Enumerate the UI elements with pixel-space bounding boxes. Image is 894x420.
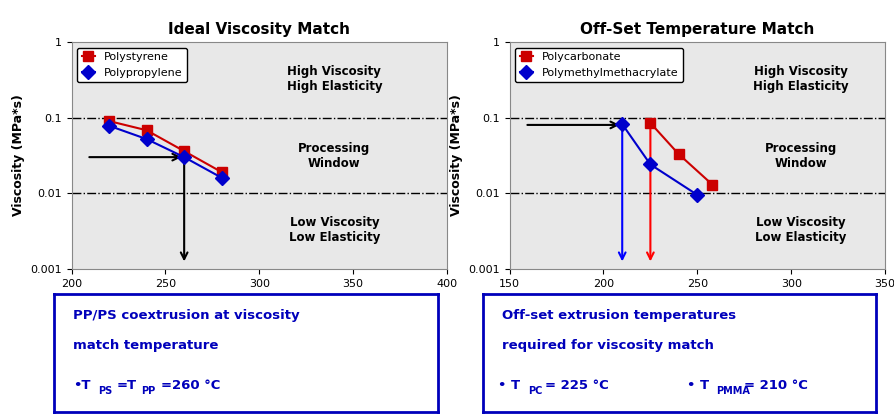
- Text: =T: =T: [117, 379, 137, 392]
- Polypropylene: [216, 175, 227, 180]
- Text: PP: PP: [141, 386, 156, 396]
- Text: Processing
Window: Processing Window: [299, 142, 370, 170]
- Polypropylene: [104, 123, 114, 128]
- Text: Processing
Window: Processing Window: [764, 142, 837, 170]
- Text: = 225 °C: = 225 °C: [545, 379, 609, 392]
- Text: =260 °C: =260 °C: [161, 379, 220, 392]
- Polystyrene: [216, 170, 227, 175]
- Legend: Polycarbonate, Polymethylmethacrylate: Polycarbonate, Polymethylmethacrylate: [515, 47, 683, 82]
- Polycarbonate: [645, 121, 655, 126]
- Legend: Polystyrene, Polypropylene: Polystyrene, Polypropylene: [77, 47, 187, 82]
- Polymethylmethacrylate: [617, 122, 628, 127]
- Y-axis label: Viscosity (MPa*s): Viscosity (MPa*s): [12, 94, 25, 216]
- Polystyrene: [179, 149, 190, 154]
- X-axis label: Temperature (C): Temperature (C): [202, 294, 316, 307]
- Polymethylmethacrylate: [645, 162, 655, 167]
- Text: PC: PC: [528, 386, 543, 396]
- Polycarbonate: [673, 152, 684, 157]
- Text: Off-set extrusion temperatures: Off-set extrusion temperatures: [502, 309, 737, 322]
- Title: Off-Set Temperature Match: Off-Set Temperature Match: [580, 22, 814, 37]
- Text: required for viscosity match: required for viscosity match: [502, 339, 714, 352]
- Text: • T: • T: [687, 379, 710, 392]
- Text: = 210 °C: = 210 °C: [745, 379, 808, 392]
- Text: Low Viscosity
Low Elasticity: Low Viscosity Low Elasticity: [289, 215, 380, 244]
- Text: High Viscosity
High Elasticity: High Viscosity High Elasticity: [753, 66, 848, 93]
- Polypropylene: [179, 155, 190, 160]
- Polypropylene: [141, 136, 152, 142]
- Line: Polymethylmethacrylate: Polymethylmethacrylate: [618, 119, 702, 200]
- X-axis label: Temperature (C): Temperature (C): [640, 294, 755, 307]
- Polystyrene: [141, 128, 152, 133]
- Line: Polystyrene: Polystyrene: [105, 116, 226, 177]
- Text: match temperature: match temperature: [73, 339, 218, 352]
- Line: Polycarbonate: Polycarbonate: [645, 118, 717, 189]
- Polycarbonate: [707, 182, 718, 187]
- Line: Polypropylene: Polypropylene: [105, 121, 226, 183]
- Text: Low Viscosity
Low Elasticity: Low Viscosity Low Elasticity: [755, 215, 847, 244]
- Y-axis label: Viscosity (MPa*s): Viscosity (MPa*s): [450, 94, 463, 216]
- Text: High Viscosity
High Elasticity: High Viscosity High Elasticity: [287, 66, 382, 93]
- Text: PP/PS coextrusion at viscosity: PP/PS coextrusion at viscosity: [73, 309, 299, 322]
- Text: PMMA: PMMA: [716, 386, 750, 396]
- Text: •T: •T: [73, 379, 90, 392]
- Polystyrene: [104, 118, 114, 123]
- Text: • T: • T: [499, 379, 520, 392]
- Text: PS: PS: [97, 386, 112, 396]
- Polymethylmethacrylate: [692, 192, 703, 197]
- Title: Ideal Viscosity Match: Ideal Viscosity Match: [168, 22, 350, 37]
